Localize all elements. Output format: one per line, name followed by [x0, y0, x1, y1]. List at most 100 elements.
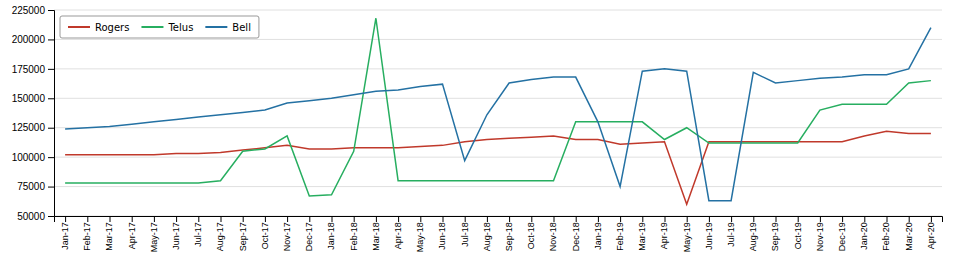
x-tick-label: Apr-17: [127, 222, 137, 249]
x-tick-mark: [287, 216, 288, 222]
x-tick-mark: [65, 216, 66, 222]
x-tick: Jul-19: [726, 216, 736, 247]
x-tick-mark: [420, 216, 421, 222]
y-tick-mark: [48, 128, 54, 129]
grid-line: [54, 157, 942, 158]
y-tick: 50000: [17, 211, 54, 222]
x-tick-label: Apr-19: [659, 222, 669, 249]
y-tick-label: 200000: [12, 34, 46, 45]
legend-label: Telus: [167, 22, 193, 33]
legend-label: Rogers: [95, 22, 129, 33]
x-tick-mark: [576, 216, 577, 222]
x-tick-mark: [687, 216, 688, 222]
grid-line: [54, 39, 942, 40]
series-line: [65, 28, 931, 201]
x-tick-label: May-17: [149, 222, 159, 252]
x-tick-label: Jul-17: [193, 222, 203, 247]
x-tick: Aug-17: [215, 216, 225, 251]
y-tick-mark: [48, 98, 54, 99]
x-tick-mark: [332, 216, 333, 222]
x-tick: Nov-17: [282, 216, 292, 251]
x-tick-mark: [154, 216, 155, 222]
x-tick-mark: [487, 216, 488, 222]
x-tick-label: Sep-18: [504, 222, 514, 251]
legend-swatch: [205, 26, 227, 28]
series-line: [65, 18, 931, 196]
x-tick: Mar-17: [104, 216, 114, 251]
x-tick-label: Jan-19: [593, 222, 603, 250]
x-tick: Sep-18: [504, 216, 514, 251]
x-tick-mark: [443, 216, 444, 222]
x-tick-mark: [132, 216, 133, 222]
x-tick-mark: [842, 216, 843, 222]
x-tick-label: Jan-17: [60, 222, 70, 250]
x-tick-label: Aug-18: [482, 222, 492, 251]
x-tick-mark: [554, 216, 555, 222]
x-axis-line: [55, 217, 943, 223]
x-tick-label: Oct-17: [260, 222, 270, 249]
x-tick-mark: [642, 216, 643, 222]
x-tick-mark: [598, 216, 599, 222]
x-tick: Jan-18: [326, 216, 336, 250]
x-tick: Dec-18: [571, 216, 581, 251]
y-tick: 225000: [12, 5, 54, 16]
grid-line: [54, 68, 942, 69]
x-tick-label: Sep-17: [238, 222, 248, 251]
x-tick-label: Oct-18: [526, 222, 536, 249]
legend: RogersTelusBell: [60, 16, 259, 38]
x-tick: Nov-19: [815, 216, 825, 251]
x-tick-mark: [864, 216, 865, 222]
legend-frame: [60, 16, 259, 38]
x-tick-label: Jun-19: [704, 222, 714, 250]
x-tick: Aug-18: [482, 216, 492, 251]
x-tick-label: Aug-17: [215, 222, 225, 251]
x-tick-mark: [798, 216, 799, 222]
x-tick-mark: [398, 216, 399, 222]
x-tick: Dec-19: [837, 216, 847, 251]
y-tick: 100000: [12, 152, 54, 163]
x-tick-mark: [753, 216, 754, 222]
x-tick-label: Dec-19: [837, 222, 847, 251]
y-tick-mark: [48, 187, 54, 188]
x-tick-mark: [465, 216, 466, 222]
x-tick-mark: [665, 216, 666, 222]
x-tick-label: May-19: [682, 222, 692, 252]
x-tick-mark: [243, 216, 244, 222]
x-tick-label: Aug-19: [748, 222, 758, 251]
x-tick: May-17: [149, 216, 159, 252]
x-tick-mark: [265, 216, 266, 222]
x-tick: Jun-18: [437, 216, 447, 250]
x-tick-mark: [87, 216, 88, 222]
y-tick-label: 150000: [12, 93, 46, 104]
x-tick-label: Jan-20: [859, 222, 869, 250]
x-tick-mark: [620, 216, 621, 222]
x-tick: Apr-19: [659, 216, 669, 249]
x-tick: Apr-17: [127, 216, 137, 249]
x-tick-label: Feb-17: [82, 222, 92, 251]
x-tick-label: Jul-19: [726, 222, 736, 247]
x-tick-mark: [221, 216, 222, 222]
x-tick: Feb-19: [615, 216, 625, 251]
x-tick-label: Feb-18: [349, 222, 359, 251]
x-tick-mark: [820, 216, 821, 222]
x-tick-label: Nov-18: [548, 222, 558, 251]
legend-swatch: [68, 26, 90, 28]
grid: [54, 10, 942, 216]
y-tick-mark: [48, 216, 54, 217]
x-tick: Jan-20: [859, 216, 869, 250]
y-tick-label: 125000: [12, 122, 46, 133]
lines: [65, 18, 931, 204]
y-tick: 175000: [12, 64, 54, 75]
x-tick: Jul-17: [193, 216, 203, 247]
x-tick-mark: [731, 216, 732, 222]
x-tick-mark: [531, 216, 532, 222]
x-tick-mark: [776, 216, 777, 222]
x-tick-label: Feb-20: [881, 222, 891, 251]
x-tick-mark: [176, 216, 177, 222]
x-tick: Jan-19: [593, 216, 603, 250]
x-tick-label: Apr-20: [926, 222, 936, 249]
chart: 5000075000100000125000150000175000200000…: [0, 0, 956, 266]
x-tick: Apr-18: [393, 216, 403, 249]
x-tick-label: Dec-17: [304, 222, 314, 251]
x-tick-label: Oct-19: [793, 222, 803, 249]
